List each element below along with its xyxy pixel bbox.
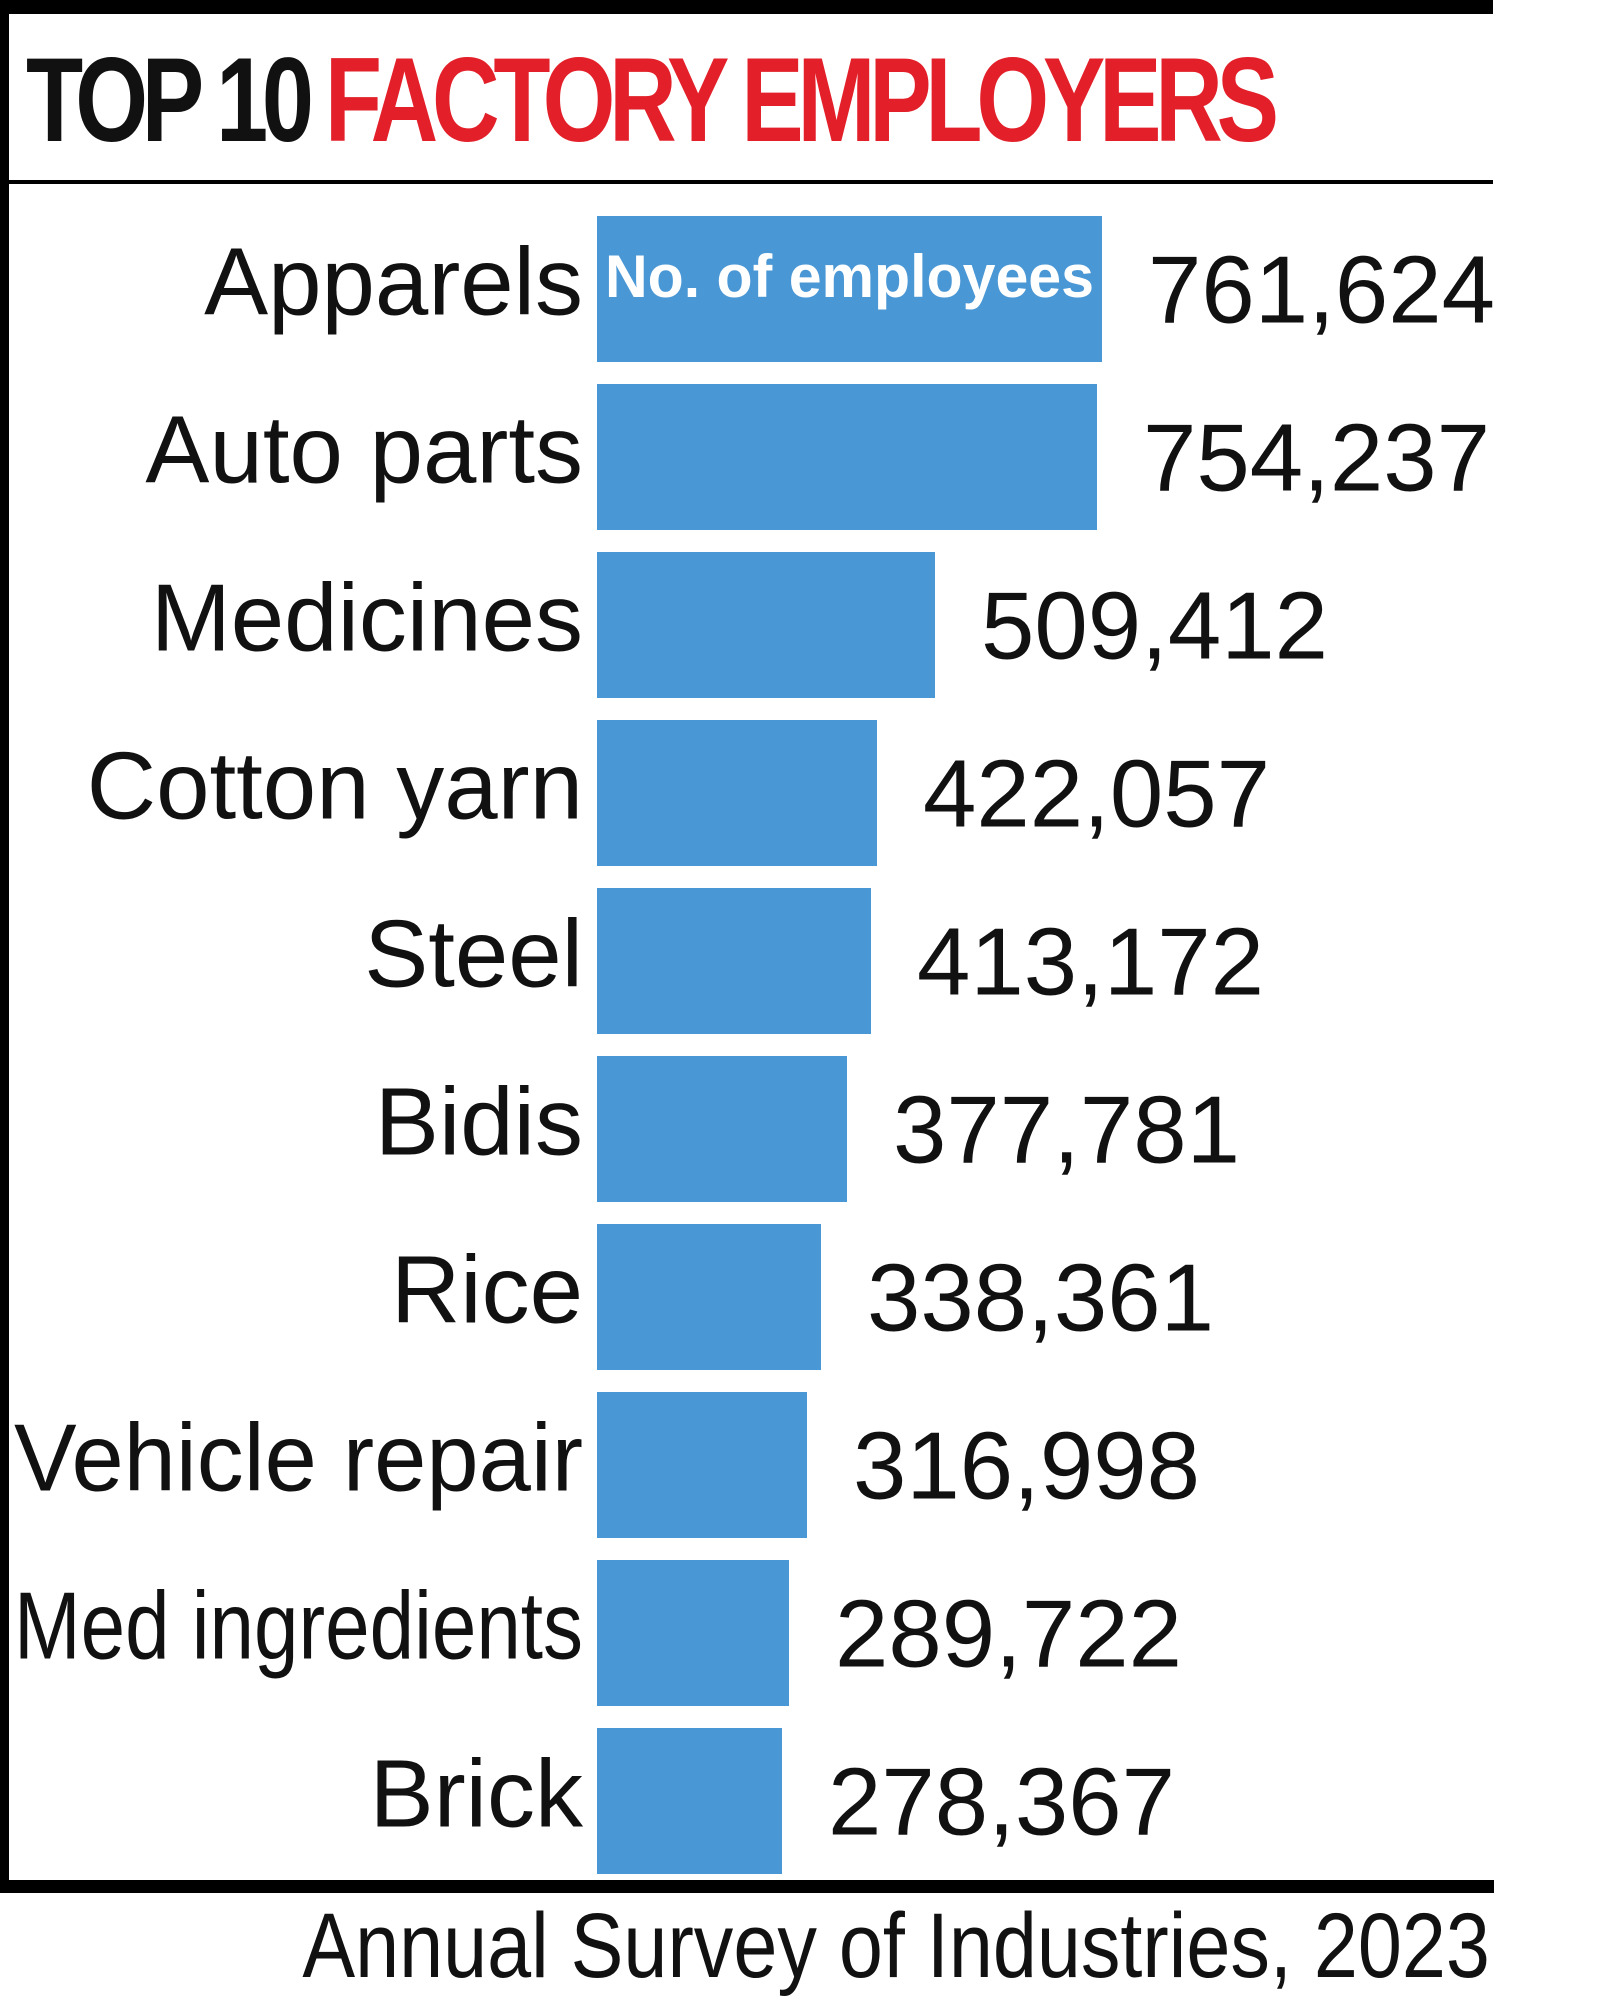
bar-medicines <box>597 552 935 698</box>
bar-steel <box>597 888 871 1034</box>
category-label-vehicle-repair: Vehicle repair <box>14 1404 583 1511</box>
legend-label: No. of employees <box>605 243 1094 310</box>
value-label-medicines: 509,412 <box>981 572 1328 679</box>
category-label-med-ingredients: Med ingredients <box>14 1572 583 1679</box>
value-label-apparels: 761,624 <box>1148 236 1495 343</box>
value-label-auto-parts: 754,237 <box>1143 404 1490 511</box>
category-label-brick: Brick <box>370 1740 584 1847</box>
category-label-medicines: Medicines <box>151 564 583 671</box>
category-label-cotton-yarn: Cotton yarn <box>87 732 583 839</box>
bar-auto-parts <box>597 384 1097 530</box>
bar-brick <box>597 1728 782 1874</box>
value-label-steel: 413,172 <box>917 908 1264 1015</box>
category-label-rice: Rice <box>391 1236 583 1343</box>
title-part-accent: FACTORY EMPLOYERS <box>324 33 1279 167</box>
bar-bidis <box>597 1056 847 1202</box>
bar-chart: Apparels 761,624 Auto parts 754,237 Medicine… <box>14 216 1495 1874</box>
value-label-cotton-yarn: 422,057 <box>923 740 1270 847</box>
value-label-med-ingredients: 289,722 <box>835 1580 1182 1687</box>
bar-apparels <box>597 216 1102 362</box>
chart-title: TOP 10 FACTORY EMPLOYERS <box>26 30 1279 170</box>
value-label-rice: 338,361 <box>867 1244 1214 1351</box>
bar-rice <box>597 1224 821 1370</box>
value-label-brick: 278,367 <box>828 1748 1175 1855</box>
title-divider <box>8 180 1493 184</box>
frame-top-rule <box>8 0 1493 14</box>
bar-med-ingredients <box>597 1560 789 1706</box>
source-note: Annual Survey of Industries, 2023 <box>302 1895 1490 1997</box>
value-label-bidis: 377,781 <box>893 1076 1240 1183</box>
category-label-bidis: Bidis <box>375 1068 583 1175</box>
category-label-steel: Steel <box>364 900 583 1007</box>
value-label-vehicle-repair: 316,998 <box>853 1412 1200 1519</box>
category-label-auto-parts: Auto parts <box>145 396 583 503</box>
category-label-apparels: Apparels <box>204 228 583 335</box>
frame-bottom-rule <box>0 1880 1494 1893</box>
frame-left-rule <box>0 0 9 1893</box>
bar-vehicle-repair <box>597 1392 807 1538</box>
bar-cotton-yarn <box>597 720 877 866</box>
title-part-dark: TOP 10 <box>26 33 314 167</box>
